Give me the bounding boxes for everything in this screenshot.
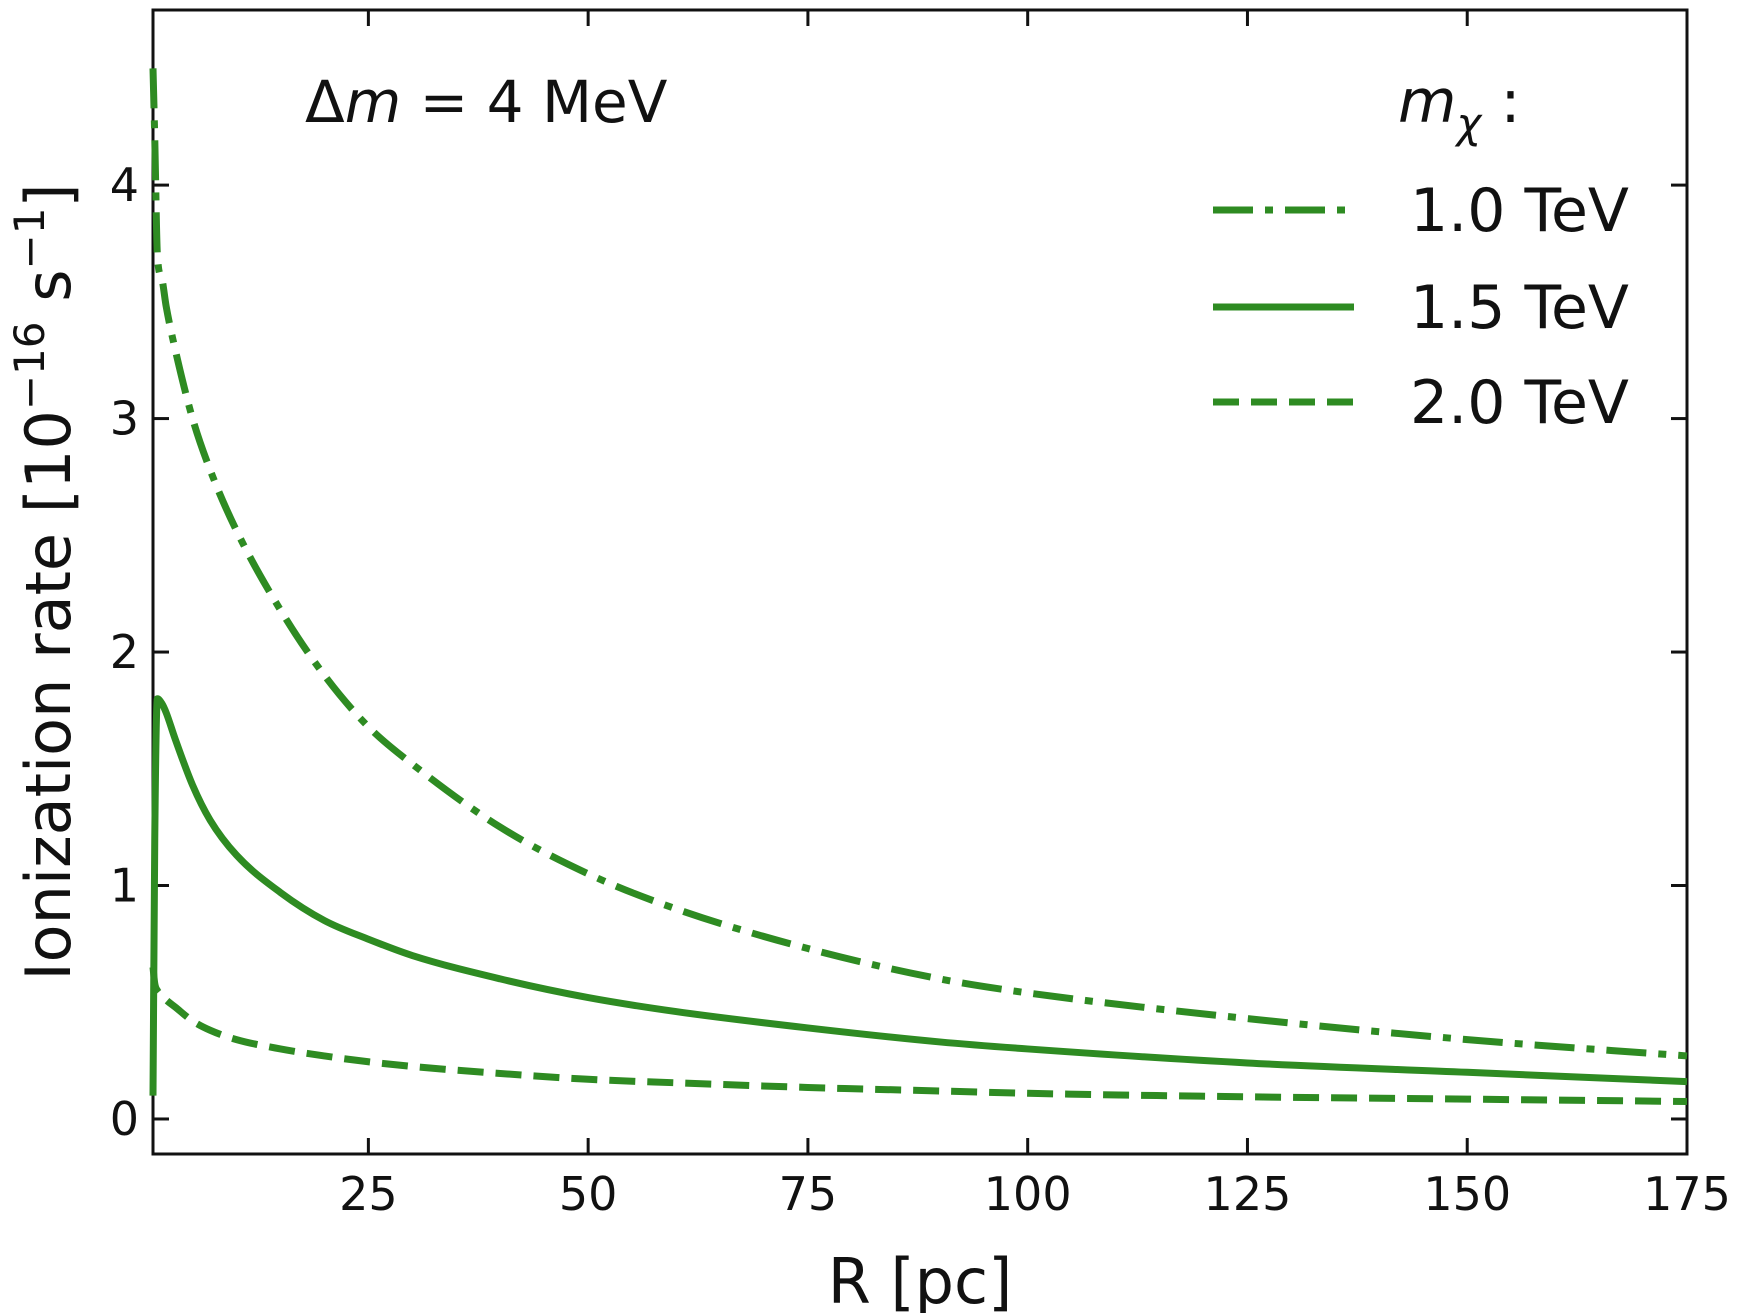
legend-label: 1.5 TeV <box>1410 273 1629 343</box>
legend-label: 1.0 TeV <box>1410 176 1629 246</box>
series-line-1-5-tev <box>149 695 1688 1096</box>
legend-label: 2.0 TeV <box>1410 368 1629 438</box>
y-tick-label: 4 <box>110 158 139 212</box>
ticks-group: 25 50 75 100 125 150 175 0 1 2 3 4 <box>110 10 1731 1221</box>
x-tick-label: 25 <box>339 1167 398 1221</box>
y-tick-label: 2 <box>110 625 139 679</box>
legend-items: 1.0 TeV 1.5 TeV 2.0 TeV <box>1213 176 1629 438</box>
x-tick-label: 175 <box>1643 1167 1731 1221</box>
legend: mχ : 1.0 TeV 1.5 TeV 2.0 TeV <box>1213 67 1629 438</box>
y-tick-label: 3 <box>110 392 139 446</box>
legend-title: mχ : <box>1398 67 1521 148</box>
delta-m-annotation: Δm = 4 MeV <box>305 68 668 136</box>
x-tick-label: 125 <box>1204 1167 1292 1221</box>
x-tick-label: 100 <box>984 1167 1072 1221</box>
plot-frame <box>151 8 1689 1156</box>
x-tick-label: 75 <box>779 1167 838 1221</box>
series-line-2-0-tev <box>149 966 1688 1105</box>
x-axis-label: R [pc] <box>828 1245 1013 1313</box>
y-tick-label: 0 <box>110 1092 139 1146</box>
series-line-1-0-tev <box>149 68 1688 1060</box>
series-group <box>149 68 1688 1105</box>
y-axis-label: Ionization rate [10−16 s−1] <box>5 183 85 980</box>
y-tick-label: 1 <box>110 859 139 913</box>
x-tick-label: 150 <box>1423 1167 1511 1221</box>
x-tick-label: 50 <box>559 1167 618 1221</box>
